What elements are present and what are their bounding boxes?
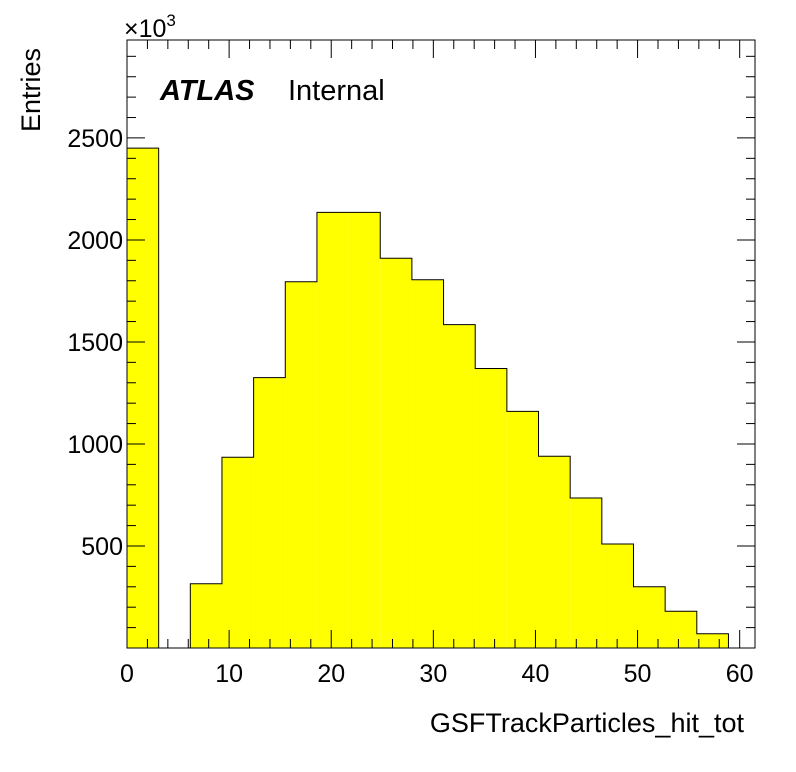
histogram-bin (506, 411, 539, 648)
histogram-bin (253, 377, 286, 648)
y-tick-label: 2500 (67, 125, 123, 153)
x-tick-label: 60 (726, 660, 754, 688)
histogram-bin (380, 258, 412, 648)
x-tick-label: 40 (522, 660, 550, 688)
x-tick-label: 50 (624, 660, 652, 688)
histogram-bin (411, 279, 444, 648)
y-tick-label: 1000 (67, 431, 123, 459)
histogram-bin (475, 368, 507, 648)
histogram-bin (665, 611, 697, 648)
tick-labels: 0 10 20 30 40 50 60 500 1000 1500 2000 2500 (67, 125, 753, 688)
histogram-bin (443, 324, 476, 648)
y-tick-label: 2000 (67, 227, 123, 255)
histogram-bin (696, 633, 729, 648)
axis-ticks (126, 40, 755, 648)
plot-frame (126, 39, 756, 649)
x-tick-label: 0 (120, 660, 134, 688)
histogram-bars (126, 147, 729, 649)
internal-label: Internal (288, 75, 385, 107)
x-tick-label: 20 (317, 660, 345, 688)
histogram-bin (348, 212, 381, 648)
y-tick-label: 1500 (67, 329, 123, 357)
histogram-bin (633, 586, 666, 648)
y-axis-title: Entries (16, 48, 46, 132)
histogram-bin (127, 148, 159, 649)
atlas-label: ATLAS (159, 75, 255, 107)
y-axis-multiplier: ×103 (124, 11, 176, 43)
histogram-bin (601, 543, 634, 648)
x-axis-title: GSFTrackParticles_hit_tot (430, 708, 745, 738)
histogram-bin (570, 498, 602, 648)
y-multiplier-base: ×10 (124, 15, 166, 43)
histogram-bin (221, 457, 254, 648)
histogram-bin (285, 281, 317, 648)
x-tick-label: 10 (215, 660, 243, 688)
histogram-bin (316, 212, 349, 648)
y-tick-label: 500 (81, 533, 123, 561)
x-tick-label: 30 (419, 660, 447, 688)
histogram-outline (126, 147, 729, 649)
histogram-bin (190, 583, 222, 648)
y-multiplier-exponent: 3 (166, 11, 175, 30)
histogram-bin (538, 456, 571, 648)
